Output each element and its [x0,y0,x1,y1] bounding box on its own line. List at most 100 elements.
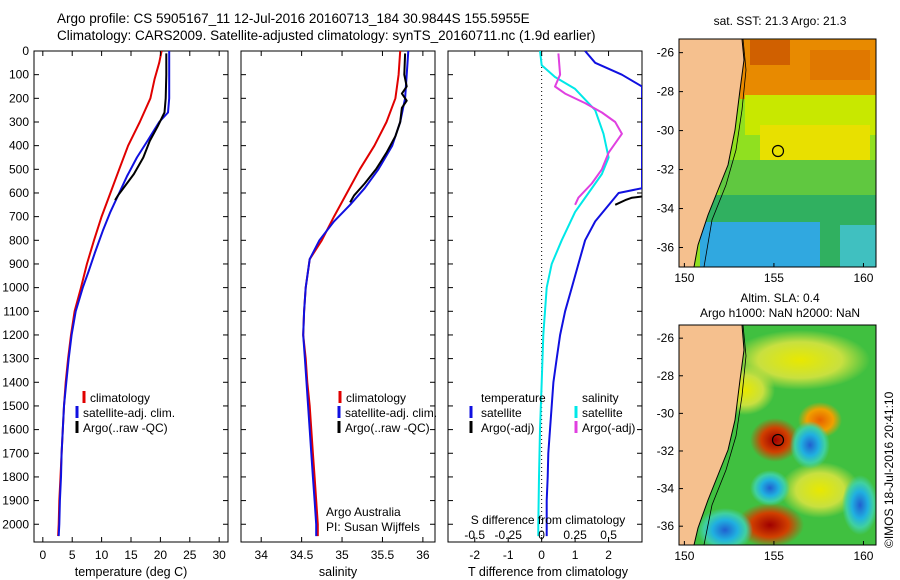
x-tick-label: 0 [538,548,545,562]
s-tick-label: 0.25 [563,528,587,542]
difference-legend-temperature: temperature satellite Argo(-adj) [469,391,546,435]
lat-tick-label: -36 [657,519,675,533]
s-tick-label: -0.25 [495,528,523,542]
imos-timestamp: ©IMOS 18-Jul-2016 20:41:10 [882,391,896,548]
lon-tick-label: 160 [853,271,873,285]
legend-label-argo: Argo(..raw -QC) [345,421,430,435]
x-tick-label: 15 [124,548,138,562]
salinity-panel: 34 34.5 35 35.5 36 salinity climatology sate… [240,50,437,579]
lon-tick-label: 160 [853,549,873,563]
series-temperature-satellite [545,51,642,537]
series-argo-raw-qc [114,53,168,201]
series-salinity-argo-adj [554,53,623,206]
s-tick-label: 0.5 [600,528,617,542]
temperature-legend: climatology satellite-adj. clim. Argo(..… [75,391,175,435]
legend-temperature-heading: temperature [481,391,546,405]
legend-label-salinity-satellite: satellite [582,406,623,420]
difference-xlabel: T difference from climatology [468,565,629,579]
y-tick-label: 600 [9,186,29,200]
lon-tick-label: 155 [764,271,784,285]
difference-axes-box [447,50,643,543]
y-tick-label: 200 [9,91,29,105]
difference-panel: -2 -1 0 1 2 T difference from climatology S … [447,50,643,579]
lat-tick-label: -30 [657,406,675,420]
series-salinity-satellite [537,51,610,537]
x-tick-label: 5 [69,548,76,562]
legend-label-satellite: satellite-adj. clim. [345,406,437,420]
argo-location-marker [771,144,785,158]
difference-top-label: S difference from climatology [471,513,626,527]
s-tick-label: 0 [538,528,545,542]
lat-tick-label: -28 [657,85,675,99]
x-tick-label: 1 [572,548,579,562]
sst-map-field [679,39,876,267]
sla-map-field [679,325,876,545]
lat-tick-label: -36 [657,241,675,255]
y-tick-label: 100 [9,68,29,82]
lat-tick-label: -34 [657,482,675,496]
y-tick-label: 1500 [2,399,29,413]
x-tick-label: 0 [39,548,46,562]
salinity-axes-box [240,50,436,543]
temperature-xlabel: temperature (deg C) [75,565,188,579]
sst-map: sat. SST: 21.3 Argo: 21.3 -26 -28 -30 -32 -3… [657,14,877,285]
salinity-legend: climatology satellite-adj. clim. Argo(..… [337,391,437,435]
y-tick-label: 1700 [2,446,29,460]
y-tick-label: 400 [9,139,29,153]
y-tick-label: 1000 [2,281,29,295]
y-tick-label: 1600 [2,423,29,437]
lat-tick-label: -30 [657,124,675,138]
x-tick-label: -1 [503,548,514,562]
sla-map-title-line2: Argo h1000: NaN h2000: NaN [700,306,860,320]
argo-location-marker [771,433,785,447]
lat-tick-label: -32 [657,163,675,177]
x-tick-label: 34.5 [290,548,314,562]
x-tick-label: 30 [213,548,227,562]
y-tick-label: 1200 [2,328,29,342]
lon-tick-label: 150 [674,549,694,563]
x-tick-label: 35.5 [371,548,395,562]
x-tick-label: 36 [416,548,430,562]
x-tick-label: 2 [605,548,612,562]
x-tick-label: -2 [469,548,480,562]
lat-tick-label: -28 [657,369,675,383]
lon-tick-label: 155 [764,549,784,563]
sla-map: Altim. SLA: 0.4 Argo h1000: NaN h2000: N… [657,291,877,563]
y-tick-label: 900 [9,257,29,271]
legend-label-argo: Argo(..raw -QC) [83,421,168,435]
y-tick-label: 1900 [2,494,29,508]
y-tick-label: 0 [22,44,29,58]
series-temperature-argo-adj [614,195,642,206]
y-tick-label: 1100 [3,304,29,318]
y-tick-label: 1400 [2,375,29,389]
y-tick-label: 1800 [2,470,29,484]
x-tick-label: 20 [154,548,168,562]
x-tick-label: 10 [95,548,109,562]
y-tick-label: 300 [9,115,29,129]
legend-label-climatology: climatology [90,391,150,405]
lat-tick-label: -26 [657,46,675,60]
temperature-panel: 0 5 10 15 20 25 300100200300400500600700800900… [2,44,229,579]
legend-salinity-heading: salinity [582,391,619,405]
pi-annotation: PI: Susan Wijffels [326,520,420,534]
legend-label-salinity-argo: Argo(-adj) [582,421,635,435]
y-tick-label: 2000 [2,517,29,531]
legend-label-temperature-satellite: satellite [481,406,522,420]
y-tick-label: 800 [9,233,29,247]
sst-map-title: sat. SST: 21.3 Argo: 21.3 [714,14,847,28]
salinity-xlabel: salinity [319,565,358,579]
temperature-axes-box [33,50,229,543]
y-tick-label: 500 [9,162,29,176]
y-tick-label: 700 [9,210,29,224]
y-tick-label: 1300 [2,352,29,366]
x-tick-label: 35 [335,548,349,562]
lat-tick-label: -34 [657,202,675,216]
sla-map-title-line1: Altim. SLA: 0.4 [740,291,820,305]
argo-australia-annotation: Argo Australia [326,505,401,519]
legend-label-temperature-argo: Argo(-adj) [481,421,534,435]
x-tick-label: 34 [255,548,269,562]
x-tick-label: 25 [183,548,197,562]
figure-title-line1: Argo profile: CS 5905167_11 12-Jul-2016 … [57,11,530,26]
lat-tick-label: -32 [657,444,675,458]
